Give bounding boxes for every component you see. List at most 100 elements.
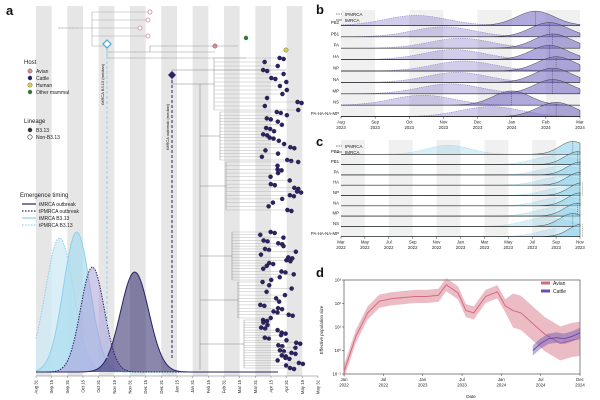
tree-tip-cattle [275,310,280,315]
tree-tip-cattle [275,151,281,156]
tree-tip-cattle [262,326,268,331]
panel-d-plot: 10⁻¹ 10⁰ 10¹ 10² 10³ Jan 2022 Jul 2022 Jan 2023 Jul… [333,278,586,388]
panel-a-x-tick-label: Feb 15 [206,379,211,393]
panel-a-band [161,6,177,376]
tree-tip-cattle [288,258,293,264]
tree-tip-cattle [281,243,286,249]
tree-tip-cattle [287,192,293,198]
panel-d-x-tick-label: Jan 2024 [497,377,507,387]
tree-tip-cattle [268,315,273,321]
tree-tip-avian-non-b313 [147,9,153,15]
tmrca-b313-median-label: tMRCA B3.13 (median) [100,63,105,105]
tree-tip-cattle [279,306,285,312]
panel-d-y-tick-label: 10⁰ [334,348,341,353]
panel-c-legend-tpmrca: tPMRCA [345,144,363,149]
panel-a-densities [35,231,278,373]
panel-b-row-label: NS [333,100,339,105]
panel-c-band [341,140,365,237]
panel-d-x-tick-label: Dec 2024 [575,377,585,387]
lineage-non-b313-label: Non-B3.13 [36,135,60,141]
tree-tip-cattle [261,238,266,243]
tree-tip-cattle [277,83,283,89]
panel-b-x-tick-label: Mar 2024 [575,120,585,130]
tree-tip-cattle [296,360,302,366]
panel-c-row-label: PB1 [331,159,340,164]
panel-d-y-tick-label: 10¹ [335,325,342,330]
tree-tip-cattle [287,178,292,183]
panel-c-x-tick-label: Nov 2022 [432,240,442,250]
panel-a-x-tick-label: Dec 15 [143,379,148,393]
tree-tip-cattle [275,170,281,176]
panel-c-band [436,140,461,237]
panel-b-x-tick-label: Nov 2023 [439,120,449,130]
tree-tip-cattle [281,235,286,240]
tree-tip-cattle [285,207,290,213]
panel-b-x-tick-label: Oct 2023 [405,120,415,130]
tree-tip-cattle [294,189,300,194]
panel-b-row-label: NA [333,77,339,82]
tree-tip-cattle [271,309,276,314]
tree-tip-cattle [268,117,274,122]
panel-a-x-tick-label: May 31 [316,379,321,394]
tree-tip-cattle [293,249,299,255]
panel-c-row-label: NA [333,200,339,205]
panel-c-legend-tmrca: tMRCA [345,150,360,155]
tree-tip-cattle [263,148,268,153]
panel-a-x-tick-label: Oct 15 [81,379,86,392]
tree-tip-cattle [264,263,269,269]
tree-clade-branch [200,232,233,280]
tree-tip-cattle [298,190,304,195]
lineage-non-b313-swatch [27,134,33,140]
panel-b-row-label: MP [333,88,340,93]
tree-tip-cattle [276,343,281,348]
tree-tip-cattle [284,257,289,263]
tree-tip-cattle [275,63,280,69]
tree-tip-cattle [293,345,298,351]
tree-tip-cattle [280,91,285,97]
host-human-swatch [27,82,33,88]
tree-tip-cattle [284,79,289,85]
panel-b-x-tick-label: Feb 2024 [541,120,551,130]
tree-tip-cattle [268,277,274,283]
tree-tip-cattle [262,103,268,109]
tree-tip-cattle [267,126,273,132]
tmrca-outbreak-median-label: tMRCA outbreak (median) [165,103,170,150]
panel-b-x-tick-label: Sep 2023 [370,120,380,130]
tree-clade-branch [200,282,239,318]
panel-a-x-tick-label: Feb 31 [222,379,227,393]
tree-tip-cattle [274,109,280,115]
tree-tip-cattle [264,318,270,324]
timing-legend: Emergence timing tMRCA outbreak tPMRCA o… [20,193,80,229]
tree-tip-cattle [271,136,276,141]
panel-a-x-tick-label: Apr 15 [269,379,274,392]
panel-c-row-label: PA [334,169,340,174]
tree-tip-cattle [279,269,284,274]
tree-tip-cattle [258,232,263,238]
panel-letter-d: d [316,265,324,280]
tree-tip-cattle [272,182,278,188]
tree-tip-cattle [281,71,286,77]
tree-tip-cattle [277,274,283,280]
panel-d-x-tick-label: Jul 2023 [457,377,467,387]
tree-tip-avian [212,43,218,49]
tree-tip-cattle [299,100,304,106]
panel-d-y-tick-label: 10² [335,301,342,306]
tree-tip-cattle [287,365,293,371]
panel-b-legend-tmrca: tMRCA [345,18,360,23]
panel-c: PB2 PB1 PA HA NP NA MP NS PA-HA-NA-MP Mar 2022 May 2… [311,140,585,250]
tree-tip-cattle [277,55,282,61]
density-tmrca-outbreak [36,272,278,372]
lineage-b313-swatch [27,127,33,133]
tree-tip-cattle [263,125,269,131]
lineage-legend: Lineage B3.13 Non-B3.13 [24,119,60,141]
tree-tip-cattle [264,68,270,74]
tree-tip-cattle [289,286,294,291]
tree-tip-cattle [284,157,290,163]
tree-tip-cattle [275,327,280,333]
tree-tip-cattle [291,366,297,372]
panel-a-band [286,6,303,376]
tree-tip-cattle [278,110,284,116]
tree-tip-avian-non-b313 [137,25,143,31]
panel-a-x-tick-label: May 15 [300,379,305,394]
tree-tip-cattle [284,112,290,118]
